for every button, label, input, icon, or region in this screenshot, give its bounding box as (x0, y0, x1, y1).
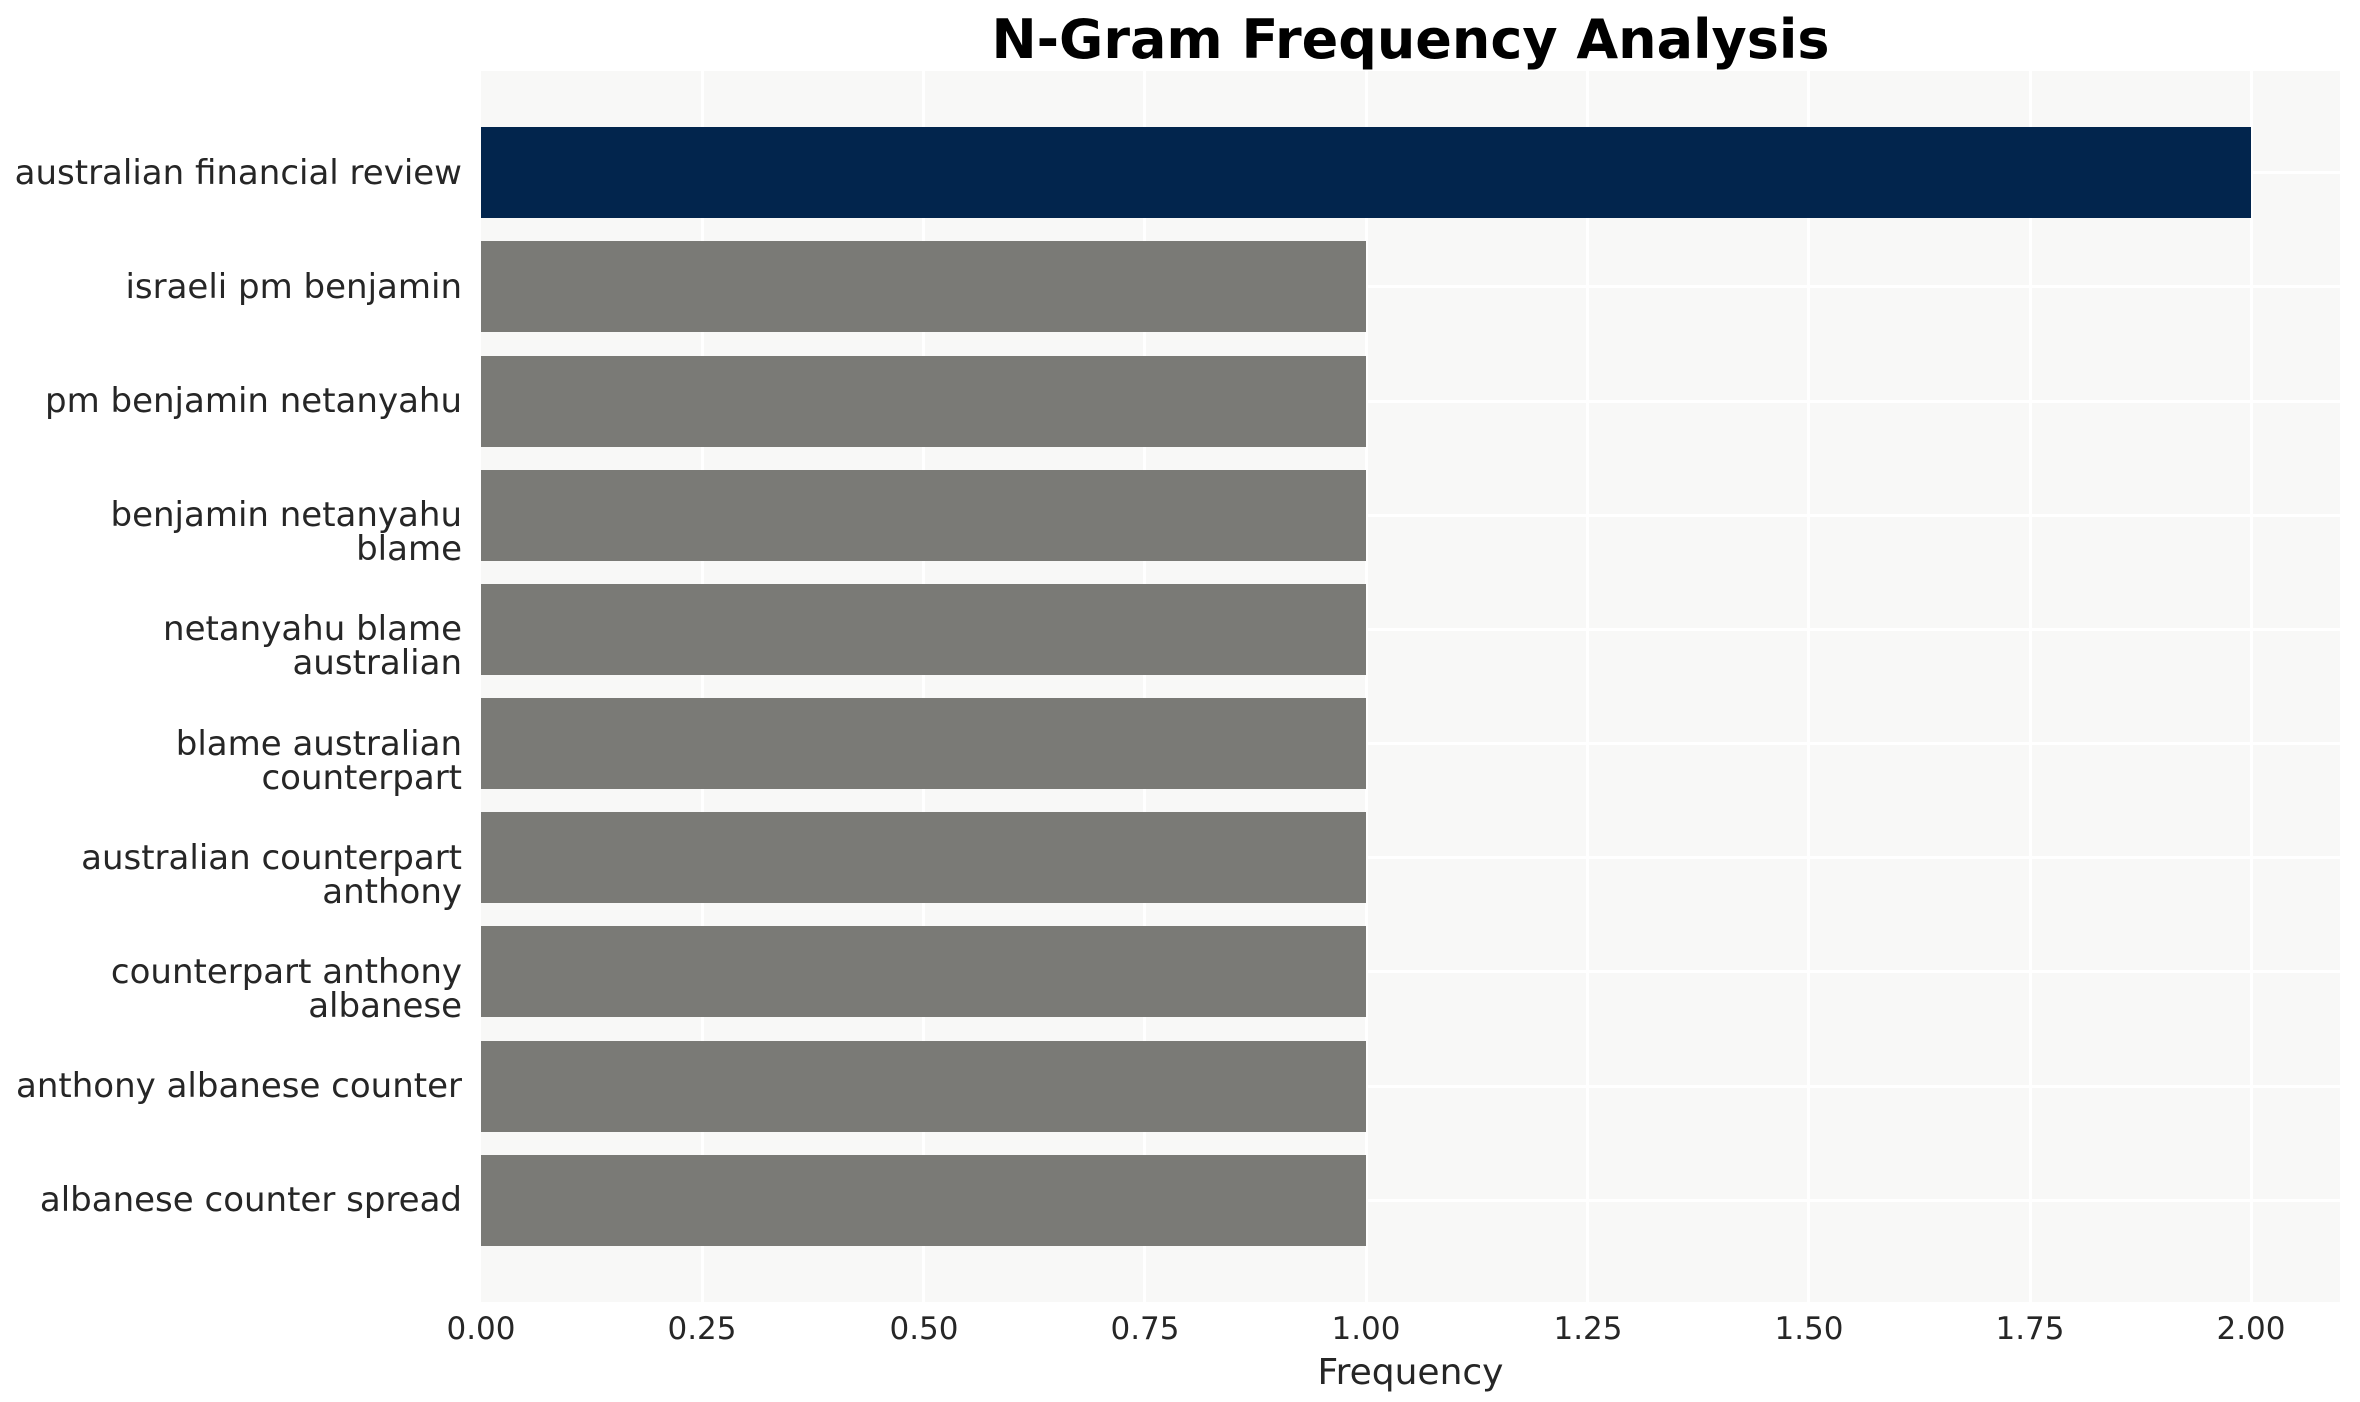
horizontal-gridline (481, 285, 2340, 288)
x-tick-label: 0.75 (1110, 1311, 1180, 1347)
x-tick-label: 1.00 (1331, 1311, 1401, 1347)
bar (481, 812, 1366, 903)
x-tick-label: 0.25 (667, 1311, 737, 1347)
y-axis-label: benjamin netanyahu blame (110, 495, 463, 569)
vertical-gridline (1586, 71, 1589, 1302)
x-axis-label: Frequency (1317, 1352, 1504, 1393)
y-axis-label: blame australian counterpart (175, 724, 462, 798)
horizontal-gridline (481, 970, 2340, 973)
chart-title: N-Gram Frequency Analysis (991, 8, 1830, 71)
horizontal-gridline (481, 1085, 2340, 1088)
bar (481, 698, 1366, 789)
x-tick-label: 0.00 (446, 1311, 516, 1347)
x-tick-label: 1.50 (1774, 1311, 1844, 1347)
x-tick-label: 1.75 (1995, 1311, 2065, 1347)
y-axis-label: australian financial review (14, 153, 462, 193)
horizontal-gridline (481, 400, 2340, 403)
x-tick-label: 2.00 (2216, 1311, 2286, 1347)
y-axis-label: anthony albanese counter (16, 1066, 462, 1106)
vertical-gridline (1143, 71, 1146, 1302)
horizontal-gridline (481, 742, 2340, 745)
y-axis-label: counterpart anthony albanese (110, 952, 462, 1026)
y-axis-label: netanyahu blame australian (163, 609, 462, 683)
bar (481, 1155, 1366, 1246)
vertical-gridline (1365, 71, 1368, 1302)
bar (481, 356, 1366, 447)
y-axis-label: albanese counter spread (39, 1180, 462, 1220)
vertical-gridline (922, 71, 925, 1302)
plot-area (481, 71, 2340, 1302)
y-axis-label: australian counterpart anthony (81, 838, 462, 912)
horizontal-gridline (481, 514, 2340, 517)
vertical-gridline (701, 71, 704, 1302)
vertical-gridline (2029, 71, 2032, 1302)
x-tick-label: 0.50 (889, 1311, 959, 1347)
vertical-gridline (2250, 71, 2253, 1302)
y-axis-label: pm benjamin netanyahu (45, 381, 462, 421)
horizontal-gridline (481, 1199, 2340, 1202)
bar (481, 926, 1366, 1017)
bar (481, 470, 1366, 561)
bar (481, 241, 1366, 332)
bar (481, 584, 1366, 675)
x-tick-label: 1.25 (1553, 1311, 1623, 1347)
bar (481, 127, 2251, 218)
y-axis-label: israeli pm benjamin (125, 267, 462, 307)
horizontal-gridline (481, 856, 2340, 859)
vertical-gridline (1807, 71, 1810, 1302)
bar (481, 1041, 1366, 1132)
horizontal-gridline (481, 628, 2340, 631)
